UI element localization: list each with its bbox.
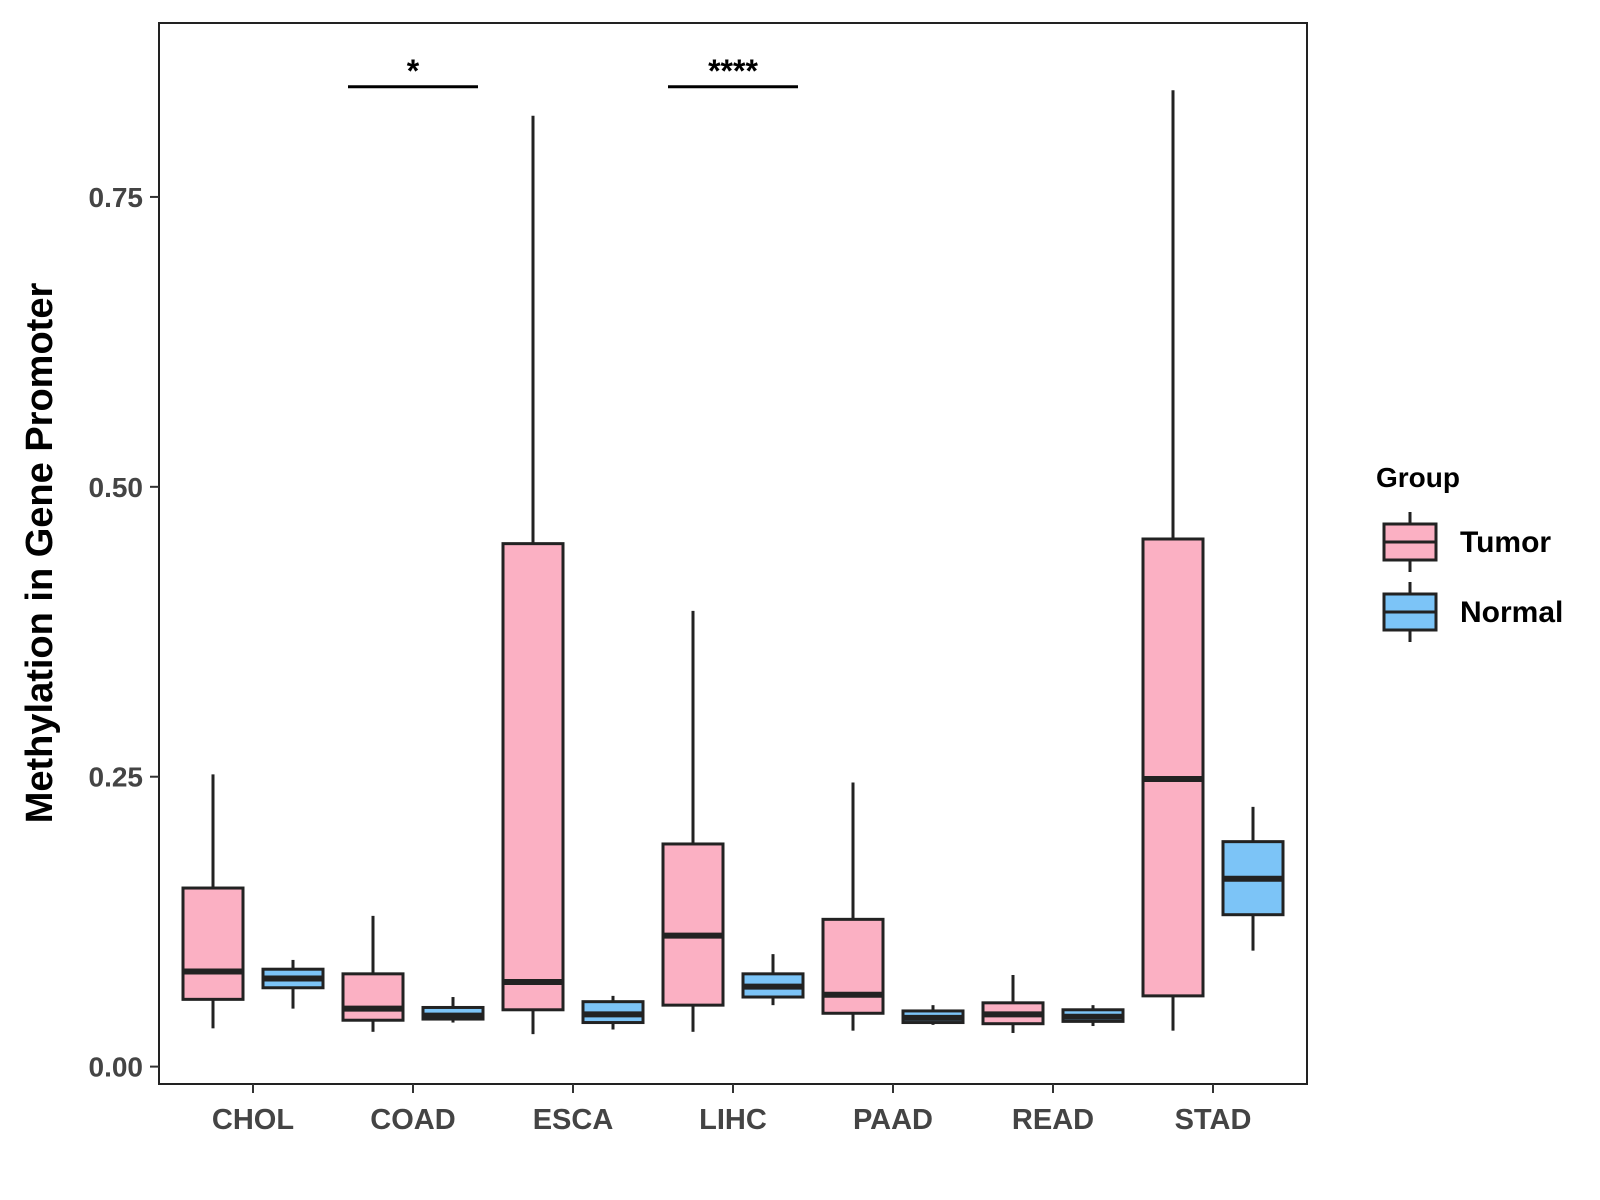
- box-normal-stad: [1221, 806, 1285, 951]
- significance-label: *: [407, 53, 420, 89]
- x-tick-label-coad: COAD: [370, 1104, 455, 1136]
- legend-label-tumor: Tumor: [1460, 526, 1551, 559]
- x-tick-label-read: READ: [1012, 1104, 1094, 1136]
- y-tick-label: 0.75: [89, 182, 144, 213]
- x-tick-label-lihc: LIHC: [699, 1104, 767, 1136]
- box-tumor-coad: [341, 915, 405, 1032]
- y-axis-title: Methylation in Gene Promoter: [19, 283, 61, 824]
- significance-label: ****: [708, 53, 758, 89]
- x-tick-label-stad: STAD: [1175, 1104, 1252, 1136]
- y-axis: 0.00 0.25 0.50 0.75: [89, 182, 159, 1083]
- box-normal-coad: [421, 997, 485, 1023]
- box-tumor-stad: [1141, 90, 1205, 1031]
- box-body: [181, 886, 245, 1001]
- box-body: [1141, 537, 1205, 998]
- box-tumor-paad: [821, 782, 885, 1031]
- legend-entry-tumor: Tumor: [1382, 512, 1551, 572]
- box-tumor-esca: [501, 115, 565, 1035]
- plot-panel: [158, 22, 1308, 1085]
- legend-title: Group: [1376, 462, 1460, 493]
- significance-lihc: ****: [668, 53, 798, 89]
- legend: Group Tumor Normal: [1376, 462, 1563, 642]
- significance-coad: *: [348, 53, 478, 89]
- legend-label-normal: Normal: [1460, 596, 1563, 629]
- legend-entries: Tumor Normal: [1382, 512, 1563, 642]
- box-normal-esca: [581, 995, 645, 1030]
- legend-entry-normal: Normal: [1382, 582, 1563, 642]
- box-normal-paad: [901, 1005, 965, 1025]
- x-tick-label-chol: CHOL: [212, 1104, 294, 1136]
- box-normal-chol: [261, 959, 325, 1009]
- box-tumor-read: [981, 975, 1045, 1033]
- boxes: [181, 90, 1285, 1035]
- box-tumor-lihc: [661, 610, 725, 1032]
- box-tumor-chol: [181, 774, 245, 1029]
- x-tick-label-esca: ESCA: [533, 1104, 614, 1136]
- x-axis: CHOL COAD ESCA LIHC PAAD READ STAD: [212, 1084, 1251, 1136]
- x-tick-label-paad: PAAD: [853, 1104, 933, 1136]
- box-body: [661, 842, 725, 1007]
- box-body: [501, 542, 565, 1012]
- y-tick-label: 0.25: [89, 762, 144, 793]
- box-body: [341, 972, 405, 1022]
- significance-annotations: * ****: [348, 53, 798, 89]
- box-body: [821, 917, 885, 1015]
- y-tick-label: 0.00: [89, 1052, 144, 1083]
- box-normal-read: [1061, 1005, 1125, 1027]
- y-tick-label: 0.50: [89, 472, 144, 503]
- box-normal-lihc: [741, 954, 805, 1006]
